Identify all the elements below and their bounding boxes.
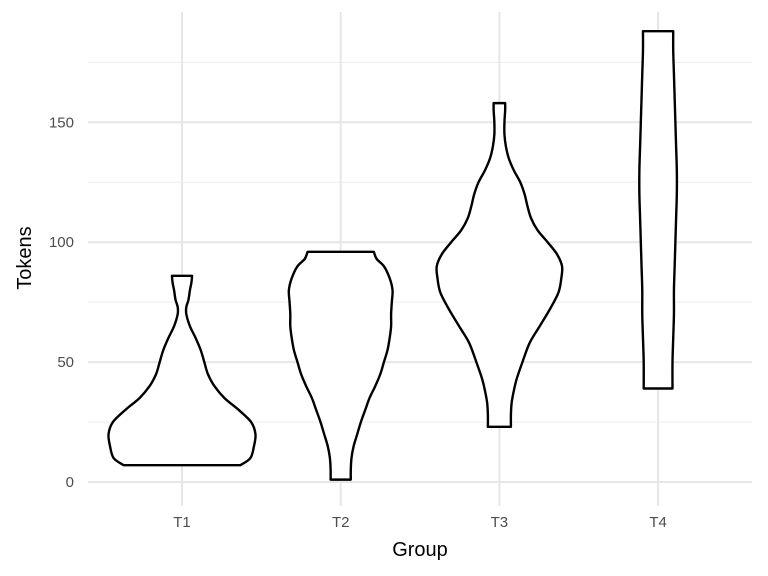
x-tick-label: T3 xyxy=(491,514,509,531)
y-tick-label: 150 xyxy=(49,114,74,131)
x-axis-title: Group xyxy=(392,539,448,561)
x-tick-label: T2 xyxy=(332,514,350,531)
x-tick-label: T1 xyxy=(173,514,191,531)
y-tick-label: 100 xyxy=(49,234,74,251)
x-tick-labels: T1 T2 T3 T4 xyxy=(173,514,667,531)
y-tick-labels: 0 50 100 150 xyxy=(49,114,74,491)
violin-t2 xyxy=(287,250,394,481)
y-tick-label: 0 xyxy=(66,474,74,491)
y-axis-title: Tokens xyxy=(14,226,36,289)
y-tick-label: 50 xyxy=(57,354,74,371)
violins xyxy=(107,29,679,481)
violin-t4 xyxy=(638,29,679,390)
violin-t1 xyxy=(107,274,257,467)
x-tick-label: T4 xyxy=(649,514,667,531)
violin-t3 xyxy=(435,101,564,429)
